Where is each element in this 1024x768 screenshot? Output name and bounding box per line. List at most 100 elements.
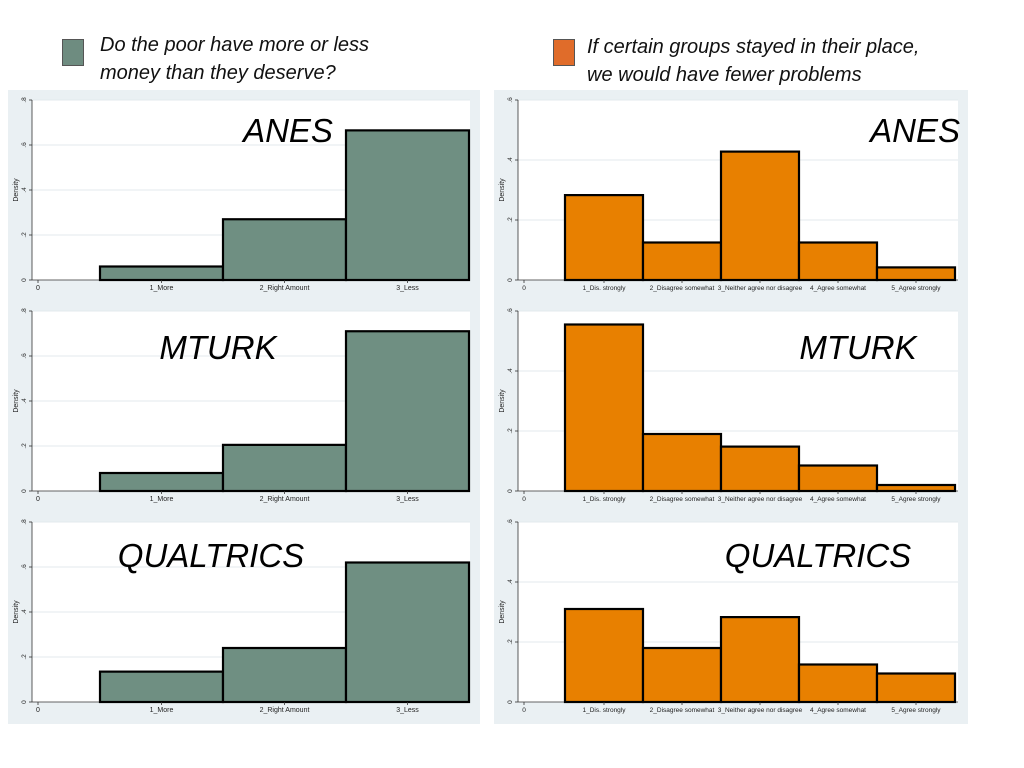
x-tick-label: 1_Dis. strongly [583, 496, 627, 503]
bar-2 [641, 432, 723, 493]
y-tick-label: 0 [21, 489, 28, 493]
y-tick-label: .2 [507, 217, 514, 223]
y-tick-label: .4 [21, 609, 28, 615]
y-axis-label: Density [13, 389, 20, 413]
chart-title: ANES [868, 112, 960, 149]
legend-label-left: Do the poor have more or less money than… [100, 34, 370, 84]
bar-1 [98, 471, 225, 493]
bar-4 [797, 663, 879, 704]
chart-panel-mturk-poor: 0 .2 .4 .6 .8 Density 0 1_More 2_Right Amount 3_L… [8, 301, 480, 513]
y-tick-label: 0 [21, 278, 28, 282]
chart-title: QUALTRICS [118, 537, 304, 574]
y-axis-label: Density [499, 178, 506, 202]
bar-4 [797, 241, 879, 282]
legend-swatch-right [553, 39, 575, 66]
x-tick-label: 5_Agree strongly [891, 285, 941, 292]
bar-3 [719, 445, 801, 493]
bar-2 [221, 218, 348, 282]
x-tick-label: 5_Agree strongly [891, 496, 941, 503]
chart-svg: 0 .2 .4 .6 Density 0 1_Dis. strongly 2_Disagree… [494, 512, 968, 724]
chart-title: MTURK [159, 329, 278, 366]
chart-panel-qualtrics-groups: 0 .2 .4 .6 Density 0 1_Dis. strongly 2_Disagree… [494, 512, 968, 724]
x-tick-label: 1_More [150, 285, 174, 292]
bar-2 [221, 443, 348, 493]
y-tick-label: .8 [21, 519, 28, 525]
chart-title: QUALTRICS [725, 537, 911, 574]
y-tick-label: .8 [21, 308, 28, 314]
bar-3 [344, 129, 471, 282]
x-origin-label: 0 [36, 707, 40, 714]
y-axis-label: Density [13, 600, 20, 624]
y-tick-label: .6 [507, 97, 514, 103]
chart-svg: 0 .2 .4 .6 Density 0 1_Dis. strongly 2_Disagree… [494, 90, 968, 302]
x-tick-label: 2_Right Amount [260, 707, 310, 714]
y-tick-label: .6 [507, 308, 514, 314]
x-tick-label: 1_Dis. strongly [583, 707, 627, 714]
x-origin-label: 0 [36, 285, 40, 292]
y-tick-label: 0 [507, 700, 514, 704]
chart-svg: 0 .2 .4 .6 Density 0 1_Dis. strongly 2_Disagree… [494, 301, 968, 513]
bar-5 [875, 266, 957, 282]
legend-swatch-left [62, 39, 84, 66]
bar-1 [98, 670, 225, 704]
y-tick-label: .2 [507, 428, 514, 434]
y-tick-label: .2 [21, 232, 28, 238]
x-tick-label: 1_More [150, 496, 174, 503]
x-tick-label: 3_Neither agree nor disagree [718, 285, 803, 292]
y-tick-label: .2 [507, 639, 514, 645]
y-tick-label: .4 [507, 368, 514, 374]
y-tick-label: .4 [21, 187, 28, 193]
bar-3 [344, 330, 471, 493]
bar-3 [344, 561, 471, 704]
x-tick-label: 3_Less [396, 285, 419, 292]
bar-1 [98, 265, 225, 282]
x-tick-label: 3_Less [396, 496, 419, 503]
y-tick-label: .6 [507, 519, 514, 525]
x-tick-label: 2_Disagree somewhat [650, 707, 715, 714]
y-tick-label: 0 [21, 700, 28, 704]
chart-svg: 0 .2 .4 .6 .8 Density 0 1_More 2_Right Amount 3_L… [8, 512, 480, 724]
y-tick-label: .2 [21, 443, 28, 449]
chart-panel-anes-poor: 0 .2 .4 .6 .8 Density 0 1_More 2_Right Amount 3_L… [8, 90, 480, 302]
y-tick-label: .6 [21, 142, 28, 148]
y-tick-label: .2 [21, 654, 28, 660]
x-tick-label: 2_Disagree somewhat [650, 285, 715, 292]
y-tick-label: .4 [507, 157, 514, 163]
bar-5 [875, 672, 957, 704]
chart-svg: 0 .2 .4 .6 .8 Density 0 1_More 2_Right Amount 3_L… [8, 90, 480, 302]
chart-panel-qualtrics-poor: 0 .2 .4 .6 .8 Density 0 1_More 2_Right Amount 3_L… [8, 512, 480, 724]
bar-2 [221, 646, 348, 704]
x-tick-label: 4_Agree somewhat [810, 285, 866, 292]
x-origin-label: 0 [522, 285, 526, 292]
y-tick-label: .4 [507, 579, 514, 585]
x-tick-label: 3_Neither agree nor disagree [718, 707, 803, 714]
y-axis-label: Density [13, 178, 20, 202]
x-tick-label: 4_Agree somewhat [810, 707, 866, 714]
chart-title: ANES [241, 112, 333, 149]
bar-2 [641, 646, 723, 704]
y-tick-label: 0 [507, 278, 514, 282]
chart-panel-anes-groups: 0 .2 .4 .6 Density 0 1_Dis. strongly 2_Disagree… [494, 90, 968, 302]
x-tick-label: 1_Dis. strongly [583, 285, 627, 292]
x-origin-label: 0 [522, 496, 526, 503]
y-tick-label: .8 [21, 97, 28, 103]
bar-1 [563, 193, 645, 282]
x-tick-label: 3_Less [396, 707, 419, 714]
chart-svg: 0 .2 .4 .6 .8 Density 0 1_More 2_Right Amount 3_L… [8, 301, 480, 513]
legend-label-right: If certain groups stayed in their place,… [587, 36, 920, 86]
x-tick-label: 1_More [150, 707, 174, 714]
x-tick-label: 4_Agree somewhat [810, 496, 866, 503]
x-origin-label: 0 [36, 496, 40, 503]
y-tick-label: .6 [21, 564, 28, 570]
y-axis-label: Density [499, 389, 506, 413]
y-tick-label: .4 [21, 398, 28, 404]
bar-3 [719, 615, 801, 704]
x-tick-label: 5_Agree strongly [891, 707, 941, 714]
bar-1 [563, 607, 645, 704]
bar-1 [563, 323, 645, 493]
x-origin-label: 0 [522, 707, 526, 714]
x-tick-label: 2_Right Amount [260, 496, 310, 503]
y-tick-label: .6 [21, 353, 28, 359]
y-axis-label: Density [499, 600, 506, 624]
bar-3 [719, 150, 801, 282]
